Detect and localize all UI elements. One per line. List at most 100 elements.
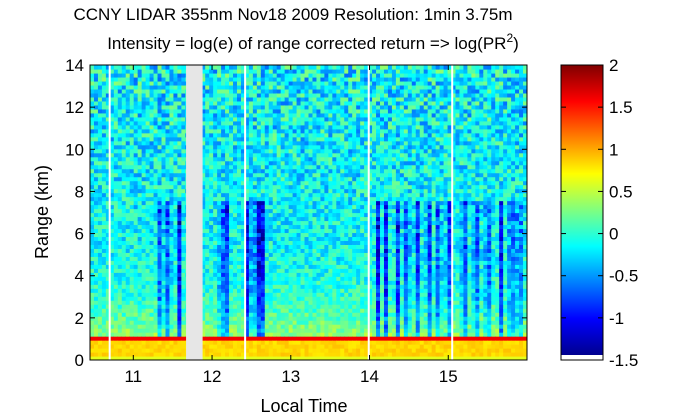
heatmap-cell xyxy=(324,328,329,333)
heatmap-cell xyxy=(137,284,143,289)
heatmap-cell xyxy=(141,340,147,345)
heatmap-cell xyxy=(209,296,214,301)
heatmap-cell xyxy=(137,92,143,98)
heatmap-cell xyxy=(125,152,131,158)
heatmap-cell xyxy=(221,156,226,162)
heatmap-cell xyxy=(296,184,302,190)
heatmap-cell xyxy=(328,112,333,118)
heatmap-cell xyxy=(229,252,234,257)
heatmap-cell xyxy=(320,128,325,134)
heatmap-cell xyxy=(268,128,274,134)
heatmap-cell xyxy=(336,68,341,74)
heatmap-cell xyxy=(304,280,310,285)
heatmap-cell xyxy=(137,240,143,245)
heatmap-cell xyxy=(284,188,290,194)
heatmap-cell xyxy=(125,240,131,245)
heatmap-cell xyxy=(133,76,139,82)
heatmap-cell xyxy=(221,100,226,106)
heatmap-cell xyxy=(268,144,274,150)
heatmap-cell xyxy=(161,292,167,297)
heatmap-cell xyxy=(312,144,318,150)
heatmap-cell xyxy=(304,256,310,261)
heatmap-cell xyxy=(316,292,322,297)
heatmap-cell xyxy=(328,156,333,162)
heatmap-cell xyxy=(217,356,222,360)
heatmap-cell xyxy=(352,204,357,210)
heatmap-cell xyxy=(332,324,337,329)
heatmap-cell xyxy=(149,88,155,94)
heatmap-cell xyxy=(300,272,306,277)
heatmap-cell xyxy=(109,132,115,138)
heatmap-cell xyxy=(113,216,119,222)
heatmap-cell xyxy=(165,148,171,154)
heatmap-cell xyxy=(97,76,103,82)
heatmap-cell xyxy=(209,304,214,309)
heatmap-cell xyxy=(161,192,167,198)
heatmap-cell xyxy=(117,280,123,285)
heatmap-cell xyxy=(284,124,290,130)
heatmap-cell xyxy=(276,160,282,166)
heatmap-cell xyxy=(141,292,147,297)
heatmap-cell xyxy=(201,116,206,122)
heatmap-cell xyxy=(90,152,95,158)
heatmap-cell xyxy=(157,172,163,178)
heatmap-cell xyxy=(352,80,357,86)
heatmap-cell xyxy=(169,96,175,102)
heatmap-cell xyxy=(288,212,294,218)
heatmap-cell xyxy=(201,104,206,110)
heatmap-cell xyxy=(256,116,262,122)
heatmap-cell xyxy=(296,112,302,118)
heatmap-cell xyxy=(352,236,357,242)
heatmap-cell xyxy=(256,80,262,86)
heatmap-cell xyxy=(157,120,163,126)
heatmap-cell xyxy=(209,120,214,126)
heatmap-cell xyxy=(141,328,147,333)
heatmap-cell xyxy=(292,80,298,86)
heatmap-cell xyxy=(236,128,242,134)
heatmap-cell xyxy=(236,196,242,202)
heatmap-cell xyxy=(320,192,325,198)
heatmap-cell xyxy=(252,188,258,194)
heatmap-cell xyxy=(256,76,262,82)
heatmap-cell xyxy=(336,88,341,94)
heatmap-cell xyxy=(93,320,99,325)
heatmap-cell xyxy=(336,172,341,178)
heatmap-cell xyxy=(320,172,325,178)
heatmap-cell xyxy=(217,288,222,293)
heatmap-cell xyxy=(145,316,151,321)
heatmap-cell xyxy=(177,68,182,74)
heatmap-cell xyxy=(125,208,131,214)
heatmap-cell xyxy=(312,180,318,186)
heatmap-cell xyxy=(177,288,182,293)
heatmap-cell xyxy=(328,240,333,245)
heatmap-cell xyxy=(288,276,294,281)
heatmap-cell xyxy=(137,148,143,154)
heatmap-cell xyxy=(217,168,222,174)
heatmap-cell xyxy=(252,84,258,90)
heatmap-cell xyxy=(93,344,99,349)
heatmap-cell xyxy=(280,172,286,178)
heatmap-cell xyxy=(229,168,234,174)
heatmap-cell xyxy=(344,132,349,138)
heatmap-cell xyxy=(181,112,186,118)
heatmap-cell xyxy=(137,256,143,261)
heatmap-cell xyxy=(113,308,119,313)
heatmap-cell xyxy=(304,176,310,182)
heatmap-cell xyxy=(292,88,298,94)
heatmap-cell xyxy=(332,224,337,230)
heatmap-cell xyxy=(264,228,270,234)
heatmap-cell xyxy=(336,260,341,265)
heatmap-cell xyxy=(240,76,246,82)
heatmap-cell xyxy=(133,148,139,154)
heatmap-cell xyxy=(129,272,135,277)
heatmap-cell xyxy=(90,132,95,138)
heatmap-cell xyxy=(296,236,302,242)
heatmap-cell xyxy=(125,248,131,253)
heatmap-cell xyxy=(217,172,222,178)
heatmap-cell xyxy=(121,308,127,313)
heatmap-cell xyxy=(288,156,294,162)
heatmap-cell xyxy=(244,340,250,345)
heatmap-cell xyxy=(332,100,337,106)
heatmap-cell xyxy=(109,208,115,214)
heatmap-cell xyxy=(272,68,278,74)
